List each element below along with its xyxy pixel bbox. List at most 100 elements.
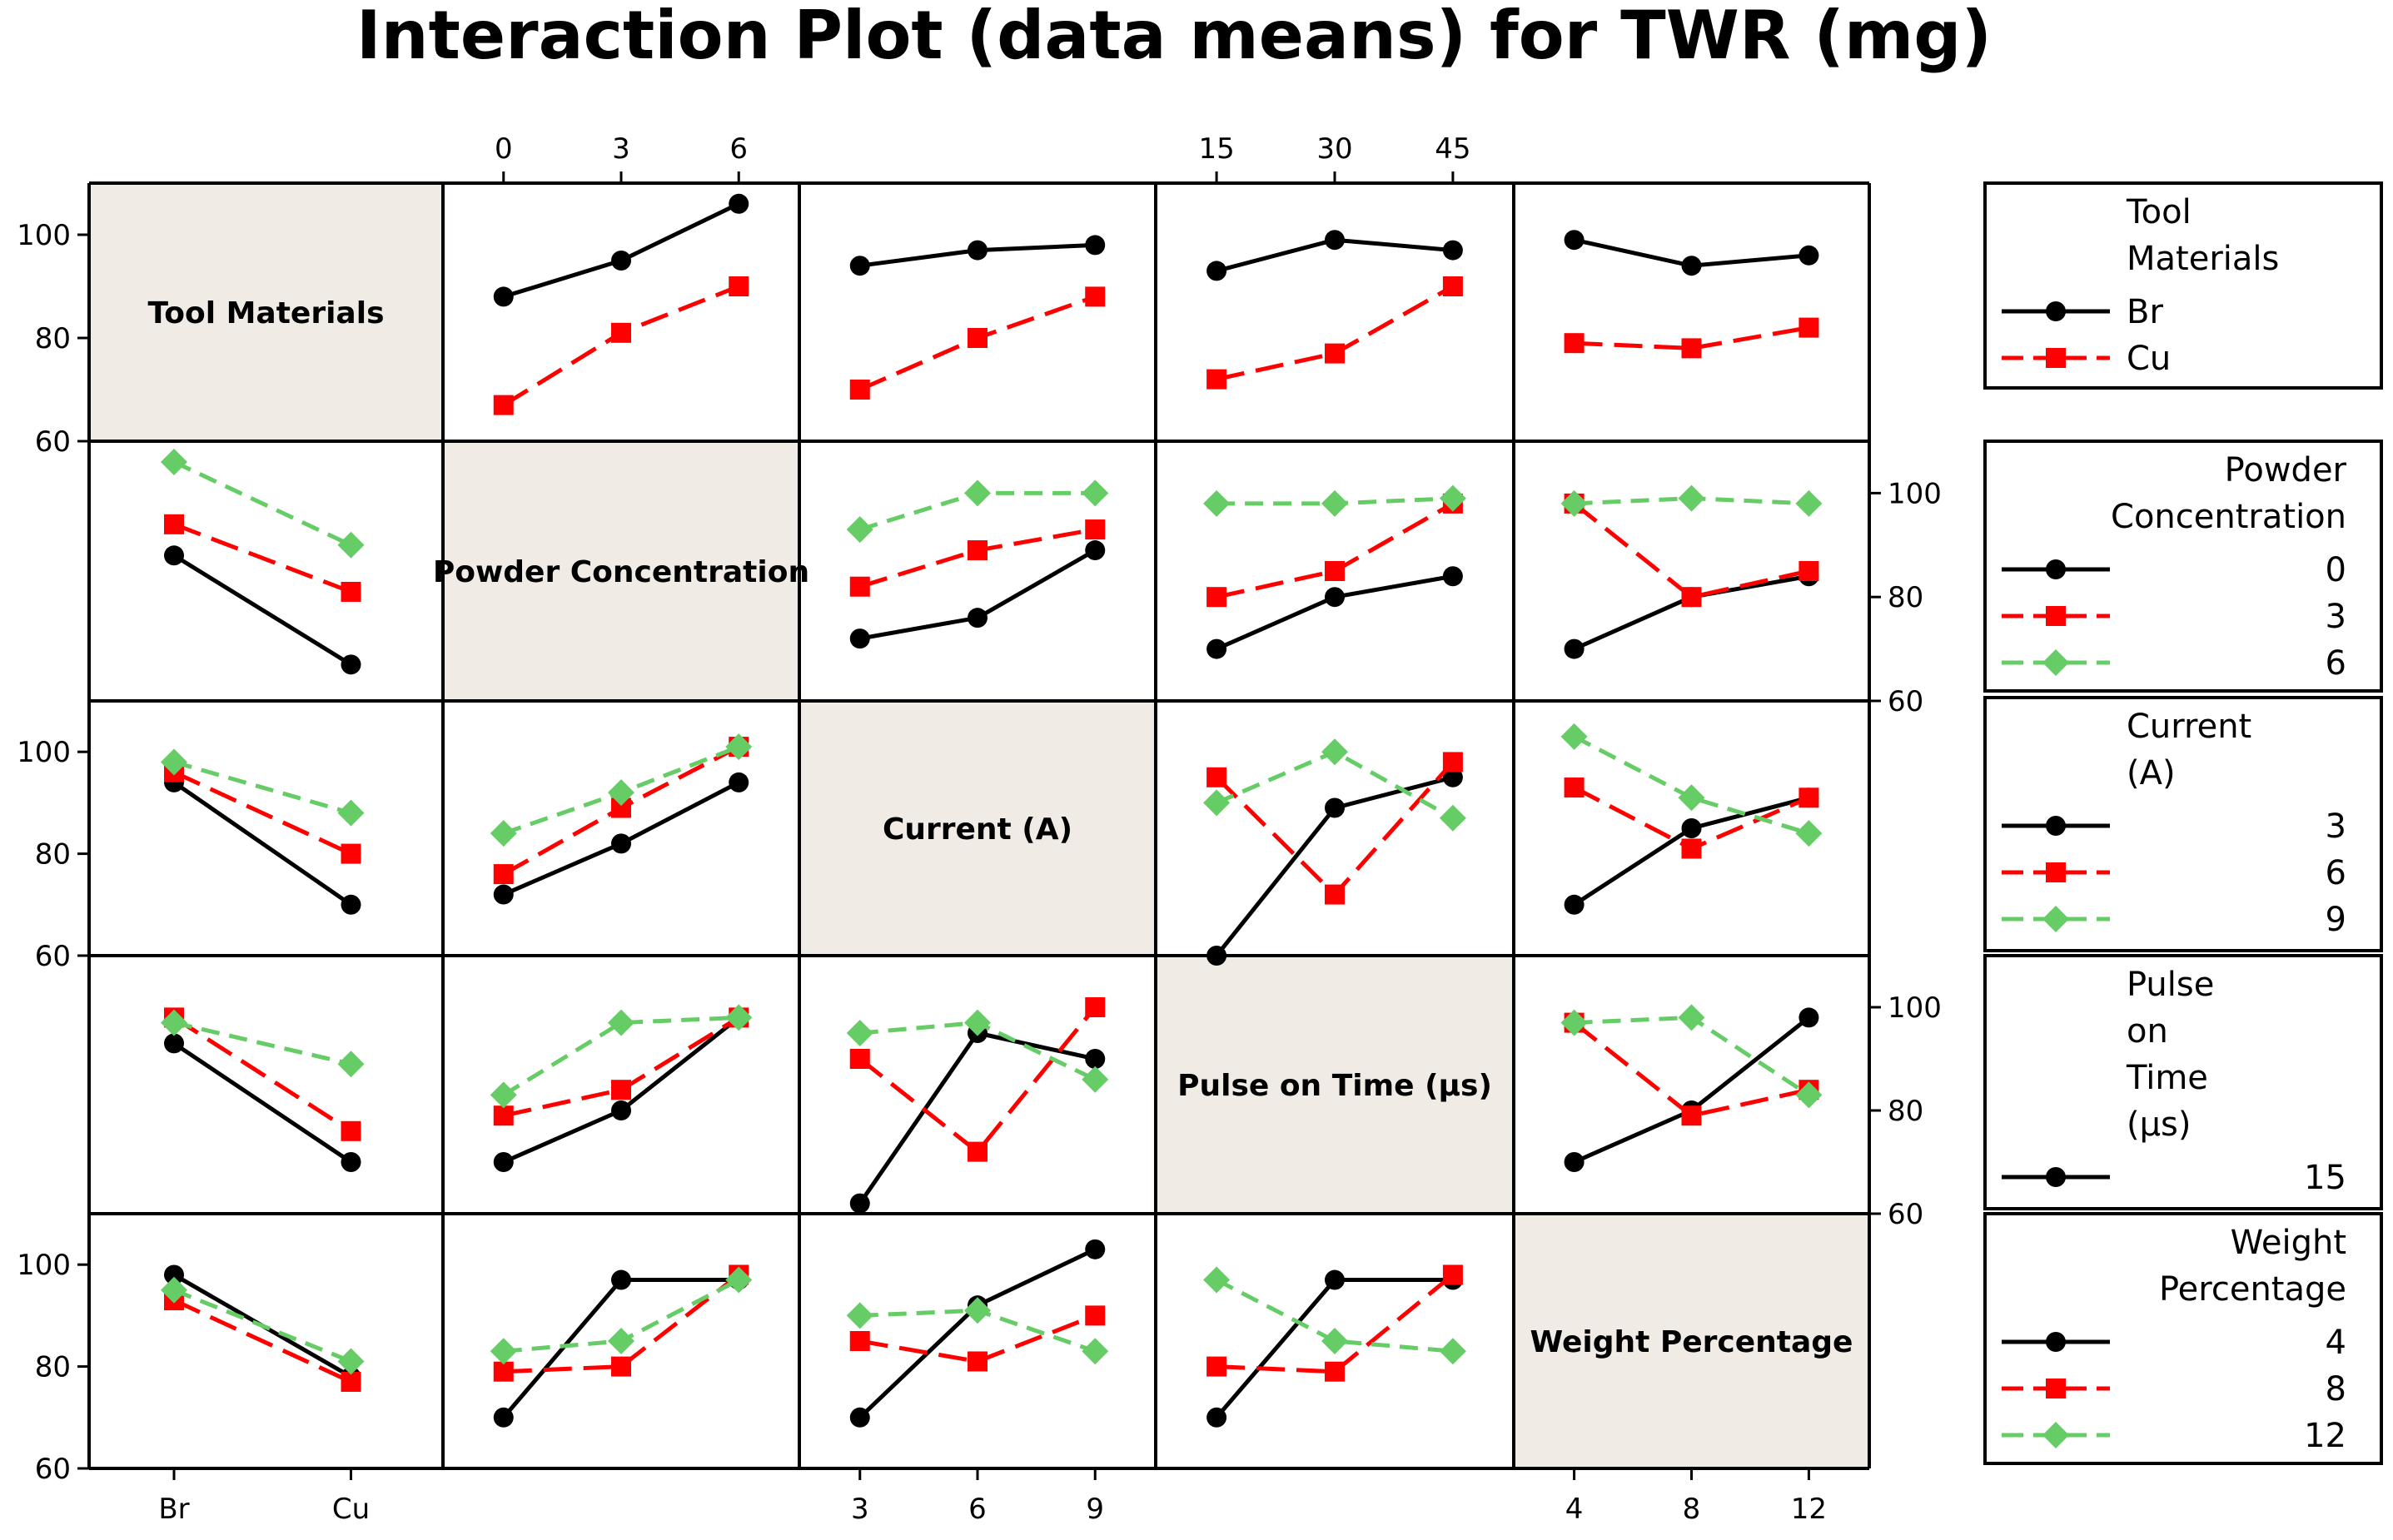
- data-point: [849, 576, 870, 597]
- data-point: [964, 479, 991, 507]
- legend-title: Tool: [2126, 193, 2192, 231]
- data-point: [611, 1269, 631, 1290]
- data-point: [1082, 479, 1109, 507]
- legends: ToolMaterialsBrCuPowderConcentration036C…: [1983, 181, 2383, 1465]
- interaction-panel: [493, 193, 749, 415]
- legend-box: Pulse on Time (µs) 15: [1983, 954, 2383, 1210]
- data-point: [725, 1266, 753, 1294]
- data-point: [846, 1302, 873, 1329]
- legend-swatch-marker: [2042, 649, 2069, 676]
- data-point: [849, 1331, 870, 1351]
- series-line: [1573, 1021, 1809, 1118]
- data-point: [1798, 317, 1819, 338]
- x-tick-label: 6: [968, 1493, 987, 1526]
- legend-swatch-marker: [2046, 606, 2066, 626]
- legend-box: Powder Concentration 0 3 6: [1983, 440, 2383, 693]
- legend-title: (A): [2127, 754, 2176, 792]
- y-tick-label: 60: [1888, 685, 1923, 718]
- factor-label: Pulse on Time (µs): [1177, 1069, 1492, 1103]
- data-point: [1325, 587, 1345, 608]
- axes: 60 80 100 60 80 100 60 80 100 60 80 100 60 80 100 0 3 6 15…: [17, 132, 1942, 1526]
- data-point: [493, 286, 514, 307]
- interaction-panel: [490, 733, 753, 905]
- data-point: [1085, 235, 1106, 256]
- diagonal-panel: [89, 183, 443, 441]
- data-point: [1325, 343, 1345, 364]
- y-tick-label: 80: [1888, 1095, 1923, 1128]
- data-point: [1206, 767, 1227, 787]
- data-point: [1325, 561, 1345, 581]
- data-point: [1206, 1407, 1227, 1428]
- interaction-panel: [161, 1264, 365, 1392]
- legend-box: Weight Percentage 4 8 12: [1983, 1212, 2383, 1465]
- series-line: [1573, 734, 1810, 836]
- data-point: [1439, 804, 1466, 832]
- x-tick-label: 30: [1316, 132, 1352, 166]
- series-line: [1573, 1016, 1810, 1165]
- data-point: [1798, 245, 1819, 266]
- data-point: [164, 545, 184, 566]
- x-tick-label: 0: [495, 132, 513, 166]
- x-tick-label: 3: [851, 1493, 869, 1526]
- legend-swatch-marker: [2046, 1379, 2066, 1398]
- legend-title: (µs): [2127, 1105, 2192, 1144]
- data-point: [1203, 789, 1231, 817]
- data-point: [1681, 1105, 1702, 1126]
- data-point: [849, 380, 870, 400]
- legend-title: on: [2127, 1012, 2168, 1051]
- data-point: [161, 748, 187, 776]
- data-point: [1206, 638, 1227, 659]
- factor-label: Current (A): [883, 812, 1072, 847]
- interaction-panel: [1560, 723, 1823, 915]
- diagonal-panel: [1514, 1214, 1869, 1468]
- y-tick-label: 60: [35, 940, 71, 973]
- legend-level-label: 12: [2304, 1417, 2346, 1455]
- data-point: [1681, 838, 1702, 859]
- legend-level-label: 4: [2326, 1324, 2346, 1362]
- data-point: [161, 1009, 187, 1036]
- y-tick-label: 80: [1888, 581, 1923, 614]
- data-point: [493, 395, 514, 415]
- interaction-panel: [1203, 738, 1466, 966]
- data-point: [1442, 1264, 1463, 1285]
- legend-swatch-marker: [2046, 1332, 2066, 1352]
- data-point: [608, 1009, 634, 1036]
- data-point: [164, 514, 184, 534]
- data-point: [611, 833, 631, 854]
- y-tick-label: 100: [17, 736, 71, 769]
- x-tick-label: 45: [1435, 132, 1470, 166]
- interaction-panel: [846, 997, 1109, 1214]
- data-point: [1798, 787, 1819, 808]
- data-point: [968, 1351, 988, 1372]
- data-point: [1325, 797, 1345, 818]
- data-point: [1085, 540, 1106, 561]
- data-point: [725, 733, 753, 761]
- data-point: [608, 779, 634, 807]
- chart-title: Interaction Plot (data means) for TWR (m…: [356, 0, 1992, 74]
- x-tick-label: Br: [158, 1493, 189, 1526]
- y-tick-label: 100: [1888, 477, 1942, 510]
- series-line: [1215, 1278, 1454, 1354]
- data-point: [493, 1105, 514, 1126]
- data-point: [846, 1020, 873, 1046]
- legend-swatch-marker: [2042, 1422, 2069, 1448]
- data-point: [1082, 1066, 1109, 1093]
- data-point: [164, 1033, 184, 1054]
- data-point: [1203, 1266, 1231, 1294]
- data-point: [1442, 752, 1463, 772]
- data-point: [611, 1356, 631, 1377]
- data-point: [849, 1193, 870, 1214]
- series-line: [1215, 760, 1455, 897]
- legend-swatch-marker: [2046, 1167, 2066, 1187]
- data-point: [1085, 519, 1106, 540]
- x-tick-label: 15: [1198, 132, 1234, 166]
- interaction-panel: [161, 1007, 365, 1172]
- data-point: [725, 1004, 753, 1031]
- y-tick-label: 60: [1888, 1198, 1923, 1231]
- series-line: [172, 1041, 352, 1165]
- legend-swatch-marker: [2042, 906, 2069, 932]
- data-point: [1795, 1081, 1823, 1109]
- legend-title: Concentration: [2111, 498, 2346, 536]
- series-line: [859, 1314, 1097, 1364]
- data-point: [161, 448, 187, 475]
